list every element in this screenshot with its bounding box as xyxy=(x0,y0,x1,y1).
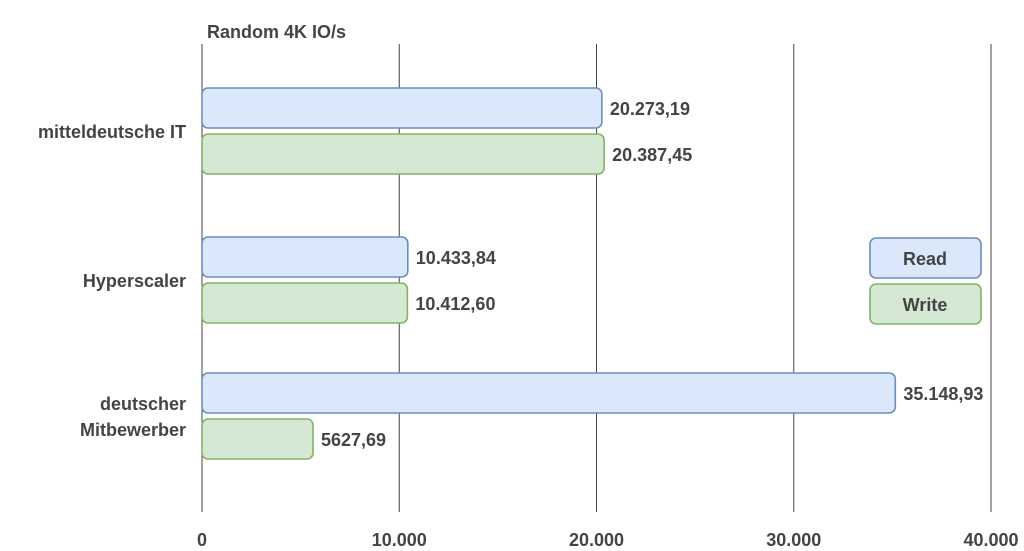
chart-title: Random 4K IO/s xyxy=(207,22,346,42)
category-label: deutscher xyxy=(100,394,186,414)
bar-write-0 xyxy=(201,133,605,175)
bar-write-1 xyxy=(201,282,409,324)
x-tick-label: 40.000 xyxy=(963,530,1018,550)
legend-label-write: Write xyxy=(903,295,948,315)
data-label-read-1: 10.433,84 xyxy=(416,248,496,268)
legend-swatch-read xyxy=(869,237,982,279)
category-label: Hyperscaler xyxy=(83,271,186,291)
x-tick-label: 20.000 xyxy=(569,530,624,550)
data-label-write-0: 20.387,45 xyxy=(612,145,692,165)
data-label-write-2: 5627,69 xyxy=(321,430,386,450)
x-tick-labels: 0 10.000 20.000 30.000 40.000 xyxy=(197,530,1019,550)
x-tick-label: 10.000 xyxy=(372,530,427,550)
x-tick-label: 30.000 xyxy=(766,530,821,550)
category-labels: mitteldeutsche IT Hyperscaler deutscher Mit… xyxy=(38,122,186,440)
bar-read-0 xyxy=(201,87,603,129)
legend-swatch-write xyxy=(869,283,982,325)
data-label-read-2: 35.148,93 xyxy=(903,384,983,404)
data-label-read-0: 20.273,19 xyxy=(610,99,690,119)
legend: Read Write xyxy=(869,237,982,325)
x-tick-label: 0 xyxy=(197,530,207,550)
bars: 20.273,19 10.433,84 35.148,93 20.387,45 10.4… xyxy=(201,87,983,460)
bar-read-1 xyxy=(201,236,409,278)
data-label-write-1: 10.412,60 xyxy=(415,294,495,314)
bar-read-2 xyxy=(201,372,897,414)
category-label: Mitbewerber xyxy=(80,420,186,440)
category-label: mitteldeutsche IT xyxy=(38,122,186,142)
bar-write-2 xyxy=(201,418,314,460)
legend-label-read: Read xyxy=(903,249,947,269)
